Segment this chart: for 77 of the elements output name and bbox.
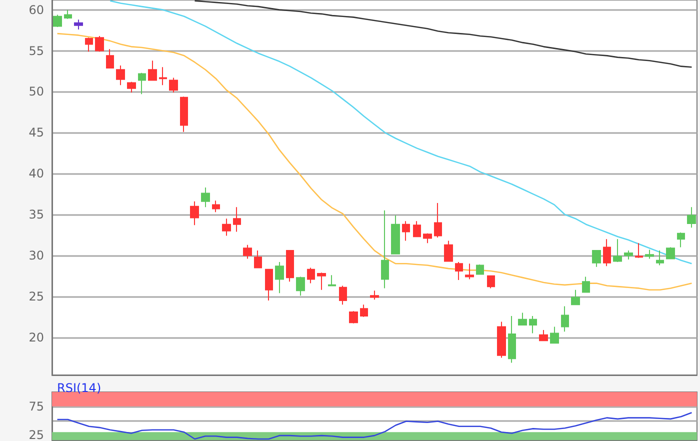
candlestick: [254, 250, 262, 268]
candlestick: [243, 244, 252, 260]
candlestick: [539, 329, 548, 342]
candlestick: [550, 326, 559, 344]
candlestick: [222, 218, 231, 236]
candlestick: [180, 96, 188, 132]
candlestick: [592, 250, 601, 268]
candlestick: [138, 72, 146, 95]
candlestick: [603, 238, 611, 267]
candlestick: [64, 9, 72, 20]
candlestick: [116, 65, 125, 86]
candlestick: [317, 272, 326, 290]
candlestick: [434, 202, 442, 238]
candlestick: [190, 200, 199, 226]
candlestick: [53, 14, 62, 28]
candlestick: [582, 276, 590, 293]
candlestick: [518, 312, 527, 326]
y-tick-label: 35: [28, 208, 44, 222]
candlestick: [265, 268, 273, 301]
candlestick: [307, 267, 315, 284]
candlestick: [381, 210, 389, 289]
candlestick: [455, 262, 463, 281]
candlestick: [159, 66, 167, 86]
candlestick: [613, 238, 622, 263]
candlestick: [423, 232, 432, 244]
candlestick: [677, 232, 685, 248]
candlestick: [233, 206, 241, 232]
candlestick: [487, 275, 495, 289]
candlestick: [106, 48, 114, 68]
candlestick: [391, 214, 400, 254]
candlestick: [85, 37, 93, 52]
y-tick-label: 20: [28, 330, 44, 344]
candlestick: [656, 250, 664, 266]
candlestick: [127, 81, 136, 94]
candlestick: [370, 290, 379, 300]
line-series: [110, 0, 692, 264]
y-tick-label: 30: [28, 248, 44, 262]
candlestick: [413, 220, 421, 238]
candlestick: [529, 316, 537, 334]
y-tick-label: 50: [28, 84, 44, 99]
candlestick: [624, 250, 633, 260]
candlestick: [508, 316, 516, 364]
candlestick: [497, 321, 506, 358]
candlestick: [666, 246, 675, 260]
y-tick-label: 45: [28, 126, 44, 140]
candlestick: [561, 306, 569, 332]
candlestick: [286, 250, 294, 282]
candlestick: [349, 310, 358, 324]
candlestick: [645, 249, 654, 260]
candlestick: [687, 206, 696, 228]
candlestick: [169, 77, 178, 94]
candlestick: [212, 200, 220, 213]
y-tick-label: 40: [28, 166, 44, 181]
candlestick: [339, 285, 347, 306]
candlestick: [148, 60, 157, 81]
line-series: [56, 32, 692, 290]
candlestick: [95, 36, 104, 52]
candlestick: [360, 304, 368, 318]
candlestick: [201, 187, 210, 208]
candlestick: [275, 262, 284, 294]
line-series: [56, 412, 692, 440]
candlestick: [402, 220, 410, 242]
candlestick: [74, 19, 83, 30]
candlestick: [635, 242, 643, 258]
candlestick: [328, 274, 336, 286]
chart-title: RSI(14): [57, 381, 102, 395]
candlestick: [476, 264, 484, 275]
y-tick-label: 25: [28, 428, 44, 441]
y-tick-label: 75: [28, 399, 44, 414]
candlestick: [444, 240, 453, 262]
candlestick: [465, 263, 474, 280]
y-tick-label: 25: [28, 289, 44, 304]
candlestick: [296, 276, 305, 296]
line-series: [194, 0, 692, 68]
y-tick-label: 55: [28, 44, 44, 58]
y-tick-label: 60: [28, 2, 44, 17]
candlestick: [571, 289, 580, 306]
